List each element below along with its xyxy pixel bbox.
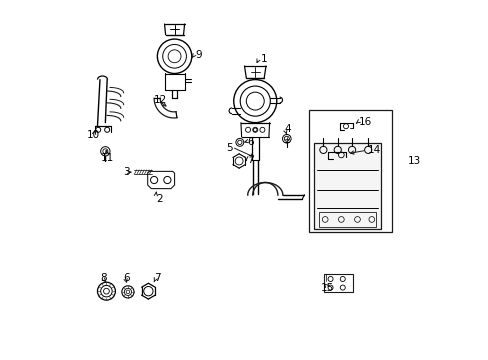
Text: 1: 1 (260, 54, 267, 64)
Text: 7: 7 (154, 273, 161, 283)
Text: 4: 4 (284, 124, 291, 134)
Text: 7: 7 (246, 155, 253, 165)
Text: 3: 3 (123, 167, 130, 177)
Text: 15: 15 (320, 283, 333, 293)
Text: 5: 5 (226, 143, 233, 153)
Text: 11: 11 (101, 153, 114, 163)
Bar (318, 212, 376, 226)
Text: 13: 13 (407, 156, 420, 166)
Bar (308, 110, 391, 232)
Text: 6: 6 (123, 273, 130, 283)
Text: 6: 6 (246, 137, 253, 147)
Text: 9: 9 (195, 50, 201, 60)
Bar (314, 143, 380, 229)
Text: 14: 14 (367, 145, 380, 155)
Text: 16: 16 (359, 117, 372, 127)
Text: 10: 10 (86, 130, 100, 140)
Bar (323, 274, 352, 292)
Text: 8: 8 (100, 273, 106, 283)
Text: 12: 12 (153, 95, 167, 105)
Text: 2: 2 (156, 194, 162, 204)
